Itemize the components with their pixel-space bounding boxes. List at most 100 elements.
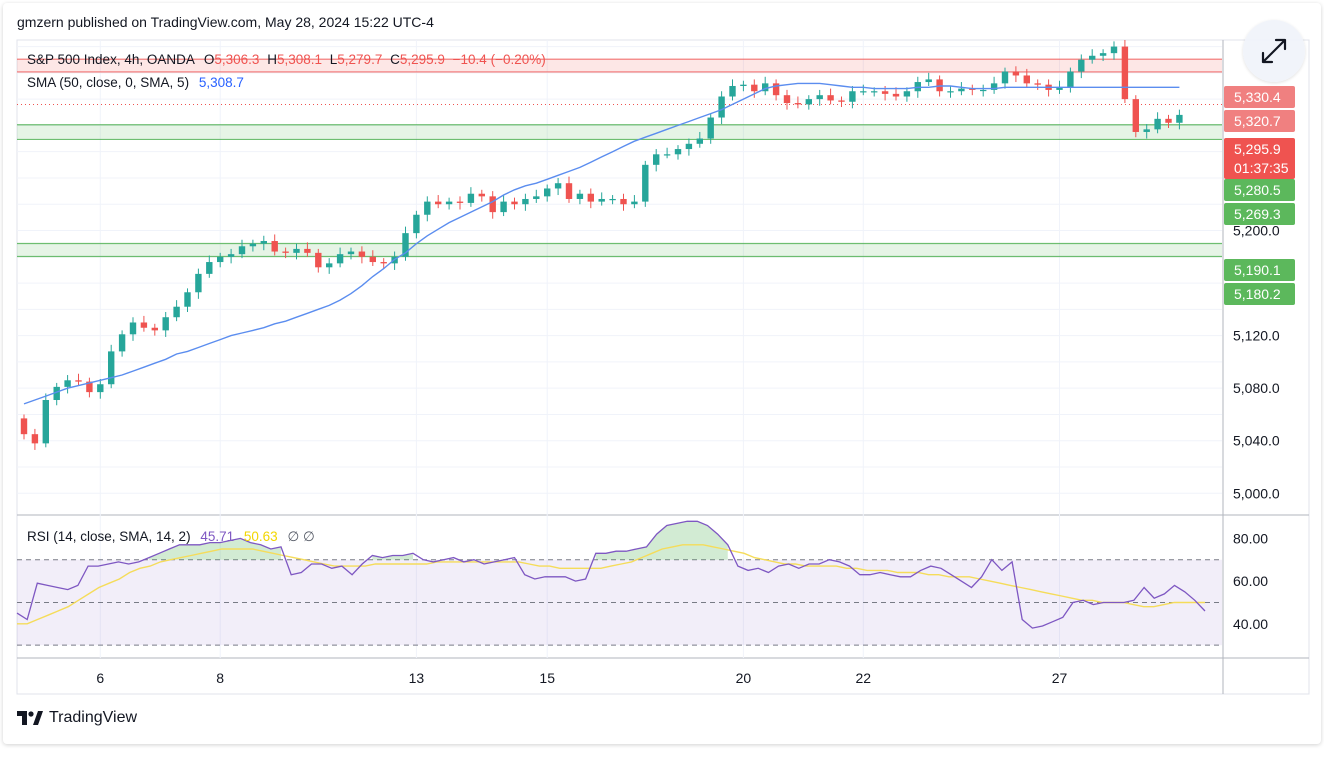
high-value: 5,308.1 <box>276 52 322 67</box>
rsi-ma-line <box>17 544 1205 625</box>
open-label: O <box>203 52 215 67</box>
candle-body <box>554 183 562 189</box>
ohlc-legend: S&P 500 Index, 4h, OANDA O5,306.3 H5,308… <box>27 52 546 67</box>
candle-body <box>315 252 322 268</box>
time-tick-label: 13 <box>409 670 425 686</box>
sma-label: SMA (50, close, 0, SMA, 5) <box>27 75 190 90</box>
change-value: −10.4 (−0.20%) <box>452 52 546 67</box>
candle-body <box>369 256 376 263</box>
candle-body <box>64 380 71 387</box>
candle-body <box>271 241 278 252</box>
candle-body <box>478 193 485 197</box>
candle-body <box>195 273 202 293</box>
close-label: C <box>390 52 400 67</box>
chart-card <box>3 3 1321 744</box>
candle-body <box>598 198 605 202</box>
open-value: 5,306.3 <box>214 52 260 67</box>
price-tick-label: 5,120.0 <box>1233 328 1280 344</box>
tradingview-logo-icon <box>17 711 43 725</box>
time-tick-label: 6 <box>96 670 104 686</box>
rsi-tick-label: 80.00 <box>1233 530 1268 546</box>
candle-body <box>129 322 137 335</box>
candle-body <box>805 99 812 105</box>
expand-icon <box>1261 38 1287 64</box>
candle-body <box>576 193 584 199</box>
price-tag-label: 5,269.3 <box>1234 206 1281 222</box>
candle-body <box>849 91 856 102</box>
candle-body <box>696 138 703 144</box>
candle-body <box>489 196 496 213</box>
price-tag <box>1224 203 1295 225</box>
candle-body <box>249 243 257 247</box>
candle-body <box>860 91 867 93</box>
time-tick-label: 22 <box>856 670 872 686</box>
price-tick-label: 5,200.0 <box>1233 223 1280 239</box>
candle-body <box>162 317 169 331</box>
candle-body <box>947 91 954 93</box>
candle-body <box>642 164 649 202</box>
price-tag <box>1224 179 1295 201</box>
price-tag-label: 01:37:35 <box>1234 160 1289 176</box>
price-tick-label: 5,080.0 <box>1233 380 1280 396</box>
price-tag <box>1224 157 1295 179</box>
candle-body <box>544 188 551 197</box>
candle-body <box>762 83 769 92</box>
candle-body <box>871 91 878 93</box>
fullscreen-button[interactable] <box>1243 20 1305 82</box>
rsi-extra: ∅ ∅ <box>287 529 315 544</box>
candle-body <box>663 154 671 156</box>
tradingview-logo[interactable]: TradingView <box>17 709 137 727</box>
candle-body <box>282 251 289 253</box>
candle-body <box>1012 71 1020 76</box>
candle-body <box>881 91 889 94</box>
price-tag-label: 5,330.4 <box>1234 89 1281 105</box>
price-tag-label: 5,280.5 <box>1234 182 1281 198</box>
zone-band <box>17 59 1222 72</box>
candle-body <box>424 201 431 215</box>
time-tick-label: 20 <box>736 670 752 686</box>
rsi-value: 45.71 <box>200 529 235 544</box>
candle-body <box>740 84 747 86</box>
candle-body <box>184 292 191 307</box>
candle-body <box>903 91 911 97</box>
candle-body <box>1110 46 1118 54</box>
candle-body <box>293 248 300 253</box>
candle-body <box>1132 99 1139 132</box>
candle-body <box>631 201 638 205</box>
candle-body <box>1165 118 1172 123</box>
zone-band <box>17 124 1222 140</box>
rsi-tick-label: 60.00 <box>1233 573 1268 589</box>
candle-body <box>53 386 60 401</box>
sma-legend: SMA (50, close, 0, SMA, 5) 5,308.7 <box>27 75 244 90</box>
price-tick-label: 5,040.0 <box>1233 433 1280 449</box>
zone-band <box>17 243 1222 257</box>
candle-body <box>620 198 627 205</box>
candle-body <box>609 198 616 201</box>
sma-value: 5,308.7 <box>198 75 244 90</box>
candle-body <box>347 251 355 255</box>
candle-body <box>718 96 725 118</box>
candle-body <box>31 434 39 444</box>
candle-body <box>794 103 802 105</box>
candle-body <box>118 334 126 352</box>
candle-body <box>980 89 987 92</box>
price-tag-label: 5,180.2 <box>1234 286 1281 302</box>
publisher-line: gmzern published on TradingView.com, May… <box>17 14 434 30</box>
candle-body <box>925 79 932 83</box>
candle-body <box>1023 75 1030 84</box>
low-value: 5,279.7 <box>337 52 383 67</box>
price-tag-label: 5,295.9 <box>1234 141 1281 157</box>
candle-body <box>1176 114 1183 123</box>
candle-body <box>500 201 507 213</box>
candle-body <box>151 327 158 331</box>
candle-body <box>456 201 464 203</box>
candle-body <box>958 88 965 92</box>
candle-body <box>707 117 714 139</box>
price-tag <box>1224 259 1295 281</box>
price-tick-label: 5,000.0 <box>1233 485 1280 501</box>
candle-body <box>1099 53 1107 56</box>
candle-body <box>380 262 387 264</box>
rsi-label: RSI (14, close, SMA, 14, 2) <box>27 529 191 544</box>
candle-body <box>42 400 49 444</box>
